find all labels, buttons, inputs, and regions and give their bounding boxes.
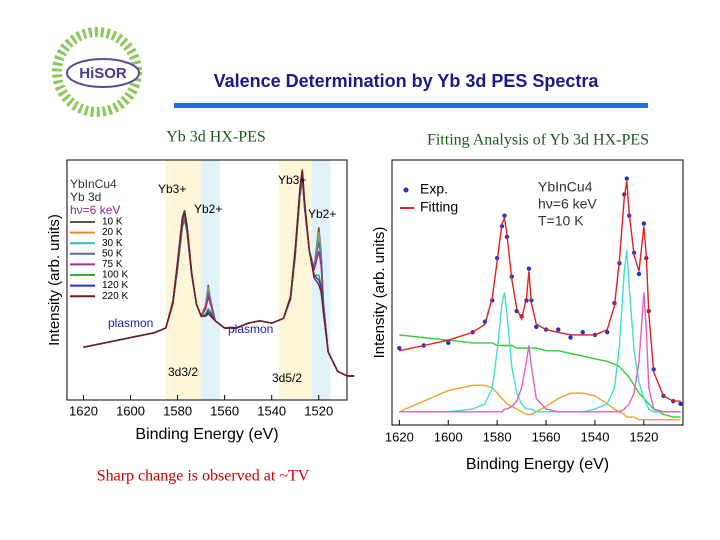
data-point	[636, 271, 642, 277]
chart-title: Fitting Analysis of Yb 3d HX-PES	[427, 132, 649, 149]
y-axis-label: Intensity (arb. units)	[371, 227, 388, 359]
x-tick-label: 1560	[532, 429, 561, 444]
plot-frame	[66, 159, 348, 401]
chart: Fitting Analysis of Yb 3d HX-PES 1620 1600…	[371, 132, 684, 473]
legend-marker	[403, 187, 409, 193]
legend-label: Fitting	[420, 199, 458, 215]
x-axis-label: Binding Energy (eV)	[466, 456, 609, 473]
legend-label: 120 K	[102, 280, 128, 291]
legend-label: 10 K	[102, 217, 123, 228]
title-underline	[174, 103, 648, 108]
annotation: plasmon	[108, 316, 153, 330]
highlight-region	[278, 160, 312, 400]
y-axis-label: Intensity (arb. units)	[46, 214, 63, 346]
x-tick-label: 1560	[210, 403, 239, 418]
x-tick-label: 1620	[385, 429, 414, 444]
legend-label: 20 K	[102, 227, 123, 238]
data-point	[502, 213, 507, 218]
x-tick-label: 1540	[581, 429, 610, 444]
x-tick-label: 1600	[434, 429, 463, 444]
legend-label: 30 K	[102, 238, 123, 249]
x-tick-label: 1600	[116, 403, 145, 418]
x-axis-label: Binding Energy (eV)	[135, 426, 278, 443]
annotation: hν=6 keV	[538, 196, 597, 212]
logo-oval	[66, 58, 140, 88]
series-line	[399, 181, 681, 402]
data-point	[446, 340, 451, 346]
data-point	[580, 330, 585, 335]
x-tick-label: 1580	[163, 403, 192, 418]
annotation: T=10 K	[538, 213, 584, 229]
chart-title: Yb 3d HX-PES	[166, 129, 266, 146]
x-tick-label: 1580	[483, 429, 512, 444]
slide-note: Sharp change is observed at ~TV	[97, 468, 310, 485]
series-line	[399, 292, 681, 413]
x-tick-label: 1540	[257, 403, 286, 418]
annotation: Yb2+	[194, 202, 222, 216]
data-point	[568, 335, 573, 340]
data-point	[534, 324, 539, 330]
legend-label: Exp.	[420, 181, 448, 197]
logo: HiSOR	[52, 27, 142, 117]
data-point	[556, 327, 561, 332]
data-point	[641, 221, 647, 226]
annotation: Yb3+	[278, 173, 306, 187]
series-line	[83, 169, 355, 377]
annotation: Yb2+	[308, 207, 336, 221]
x-tick-label: 1520	[304, 403, 333, 418]
legend-label: 100 K	[102, 270, 128, 281]
data-point	[604, 330, 610, 335]
data-point	[624, 176, 629, 181]
x-tick-label: 1620	[69, 403, 98, 418]
annotation: YbInCu4	[538, 179, 593, 195]
legend-label: 220 K	[102, 291, 128, 302]
chart: Yb 3d HX-PES 1620 1600 1580 1560 1540 1520 Bind…	[46, 129, 355, 443]
annotation: hν=6 keV	[70, 203, 120, 217]
annotation: Yb3+	[158, 182, 186, 196]
plot-frame	[391, 159, 684, 426]
highlight-region	[165, 160, 202, 400]
data-point	[678, 401, 683, 406]
data-point	[397, 345, 402, 351]
legend-label: 75 K	[102, 259, 123, 270]
annotation: 3d3/2	[168, 365, 198, 379]
slide-title: Valence Determination by Yb 3d PES Spect…	[214, 71, 600, 91]
legend-label: 50 K	[102, 248, 123, 259]
x-tick-label: 1520	[629, 429, 658, 444]
series-line	[399, 384, 681, 421]
annotation: plasmon	[228, 322, 273, 336]
highlight-region	[311, 160, 331, 400]
annotation: 3d5/2	[272, 371, 302, 385]
highlight-region	[201, 160, 220, 400]
annotation: Yb 3d	[70, 190, 101, 204]
logo-text: HiSOR	[79, 65, 127, 82]
annotation: YbInCu4	[70, 177, 117, 191]
data-point	[526, 266, 532, 271]
